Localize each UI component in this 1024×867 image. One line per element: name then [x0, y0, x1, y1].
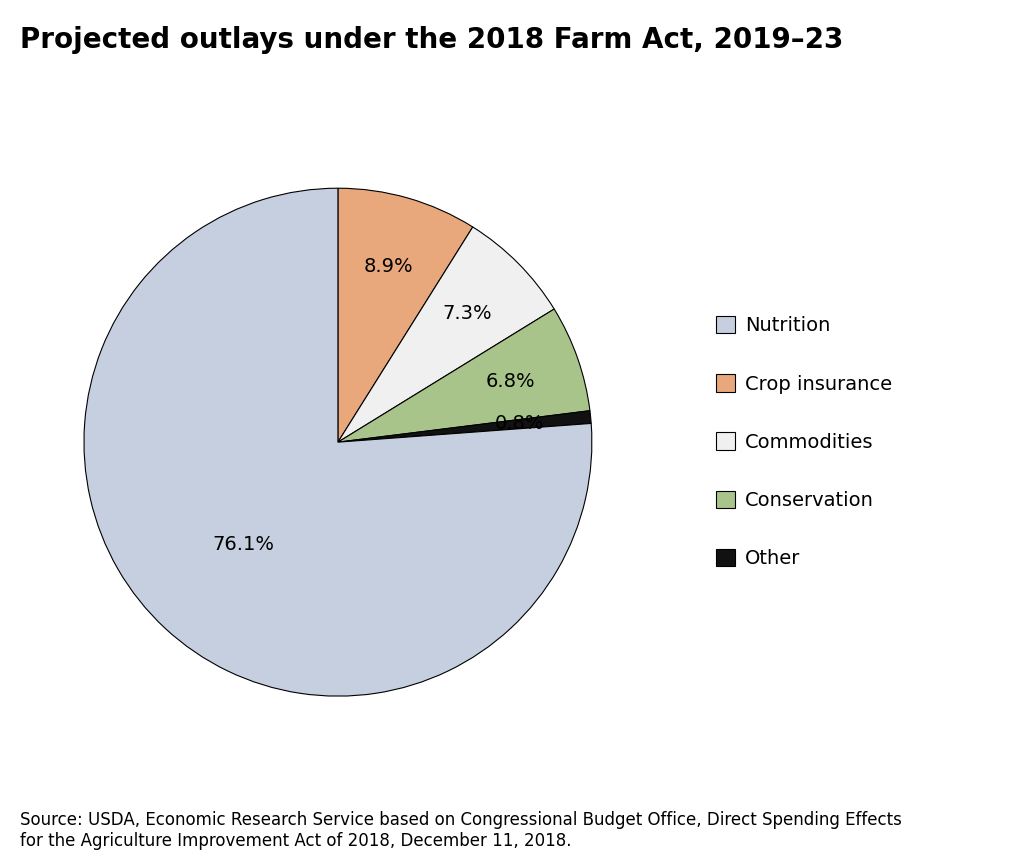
Wedge shape: [338, 309, 590, 442]
Text: 0.8%: 0.8%: [495, 414, 545, 434]
Wedge shape: [338, 188, 473, 442]
Text: Projected outlays under the 2018 Farm Act, 2019–23: Projected outlays under the 2018 Farm Ac…: [20, 26, 844, 54]
Text: 6.8%: 6.8%: [485, 372, 536, 391]
Text: 7.3%: 7.3%: [442, 303, 493, 323]
Wedge shape: [338, 411, 591, 442]
Text: Source: USDA, Economic Research Service based on Congressional Budget Office, Di: Source: USDA, Economic Research Service …: [20, 811, 902, 850]
Text: 8.9%: 8.9%: [364, 257, 414, 276]
Wedge shape: [338, 227, 554, 442]
Wedge shape: [84, 188, 592, 696]
Text: 76.1%: 76.1%: [212, 536, 274, 554]
Legend: Nutrition, Crop insurance, Commodities, Conservation, Other: Nutrition, Crop insurance, Commodities, …: [716, 316, 892, 569]
